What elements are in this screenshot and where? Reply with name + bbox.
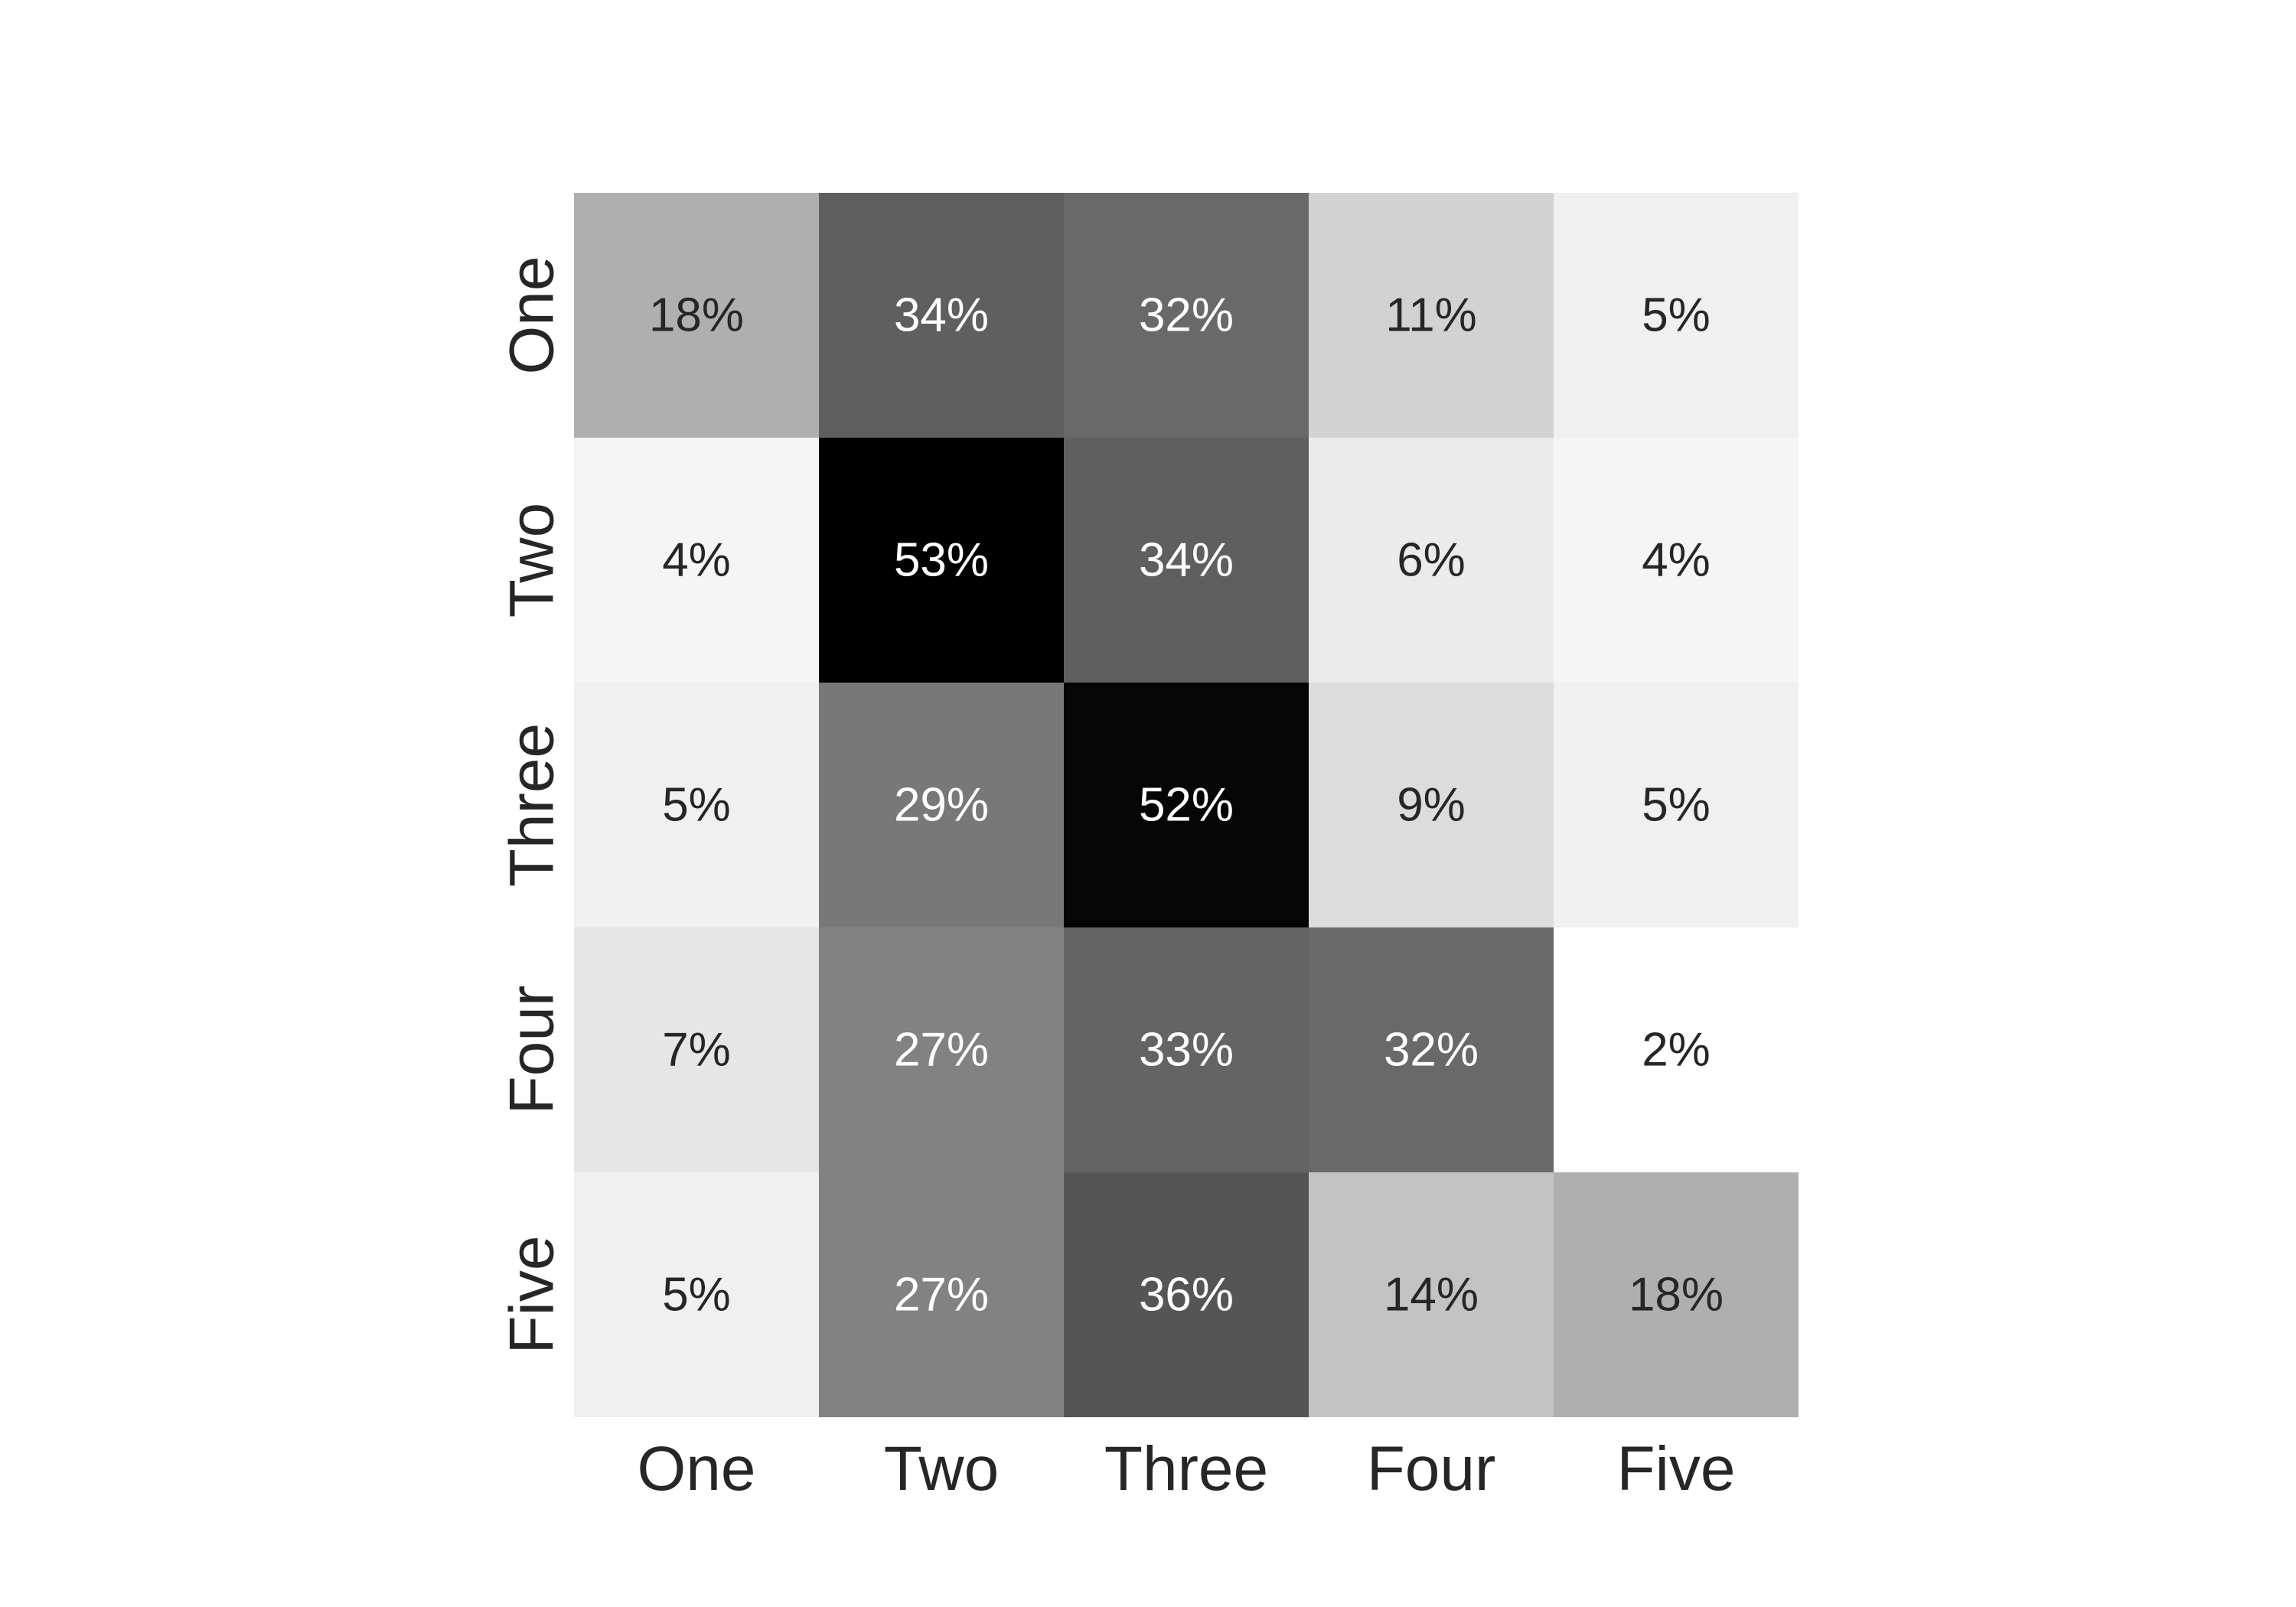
- heatmap-cell-one-three: [1064, 193, 1309, 438]
- cell-value-label: 33%: [1139, 1024, 1234, 1077]
- cell-value-label: 14%: [1384, 1269, 1479, 1322]
- cell-value-label: 32%: [1139, 289, 1234, 342]
- cell-value-label: 5%: [1642, 779, 1711, 832]
- x-axis-tick-labels: One Two Three Four Five: [638, 1434, 1736, 1504]
- heatmap-cell-two-three: [1064, 438, 1309, 683]
- cell-value-label: 7%: [662, 1024, 731, 1077]
- heatmap-cell-five-one: [574, 1172, 819, 1417]
- cell-value-label: 4%: [1642, 534, 1711, 587]
- y-axis-tick-labels: One Two Three Four Five: [497, 256, 567, 1354]
- cell-value-label: 9%: [1397, 779, 1466, 832]
- y-tick-label-four: Four: [497, 986, 567, 1115]
- heatmap-cell-four-four: [1309, 927, 1554, 1172]
- heatmap-cell-three-five: [1554, 683, 1799, 927]
- cell-value-label: 5%: [662, 779, 731, 832]
- cell-value-label: 18%: [1629, 1269, 1724, 1322]
- heatmap-cell-three-three: [1064, 683, 1309, 927]
- heatmap-cell-two-four: [1309, 438, 1554, 683]
- y-tick-label-three: Three: [497, 723, 567, 887]
- heatmap-cell-four-five: [1554, 927, 1799, 1172]
- cell-value-label: 53%: [894, 534, 989, 587]
- heatmap-cell-two-one: [574, 438, 819, 683]
- cell-value-label: 34%: [1139, 534, 1234, 587]
- heatmap-cells: [574, 193, 1799, 1417]
- heatmap-cell-five-four: [1309, 1172, 1554, 1417]
- y-tick-label-five: Five: [497, 1236, 567, 1354]
- cell-value-label: 2%: [1642, 1024, 1711, 1077]
- cell-value-label: 4%: [662, 534, 731, 587]
- heatmap-cell-three-two: [819, 683, 1064, 927]
- cell-value-label: 29%: [894, 779, 989, 832]
- cell-value-label: 18%: [649, 289, 744, 342]
- x-tick-label-five: Five: [1617, 1434, 1736, 1504]
- x-tick-label-one: One: [638, 1434, 756, 1504]
- cell-value-label: 6%: [1397, 534, 1466, 587]
- cell-value-label: 27%: [894, 1024, 989, 1077]
- x-tick-label-two: Two: [884, 1434, 999, 1504]
- cell-value-label: 5%: [1642, 289, 1711, 342]
- heatmap-cell-one-one: [574, 193, 819, 438]
- heatmap-cell-five-three: [1064, 1172, 1309, 1417]
- y-tick-label-one: One: [497, 256, 567, 375]
- heatmap-cell-labels: 18% 34% 32% 11% 5% 4% 53% 34% 6% 4% 5% 29% 52% 9% 5% 7%…: [649, 289, 1724, 1322]
- x-tick-label-three: Three: [1104, 1434, 1268, 1504]
- heatmap-cell-four-one: [574, 927, 819, 1172]
- cell-value-label: 11%: [1385, 289, 1477, 342]
- heatmap-cell-three-four: [1309, 683, 1554, 927]
- cell-value-label: 34%: [894, 289, 989, 342]
- heatmap-cell-four-two: [819, 927, 1064, 1172]
- x-tick-label-four: Four: [1367, 1434, 1496, 1504]
- heatmap-cell-two-five: [1554, 438, 1799, 683]
- heatmap-cell-one-five: [1554, 193, 1799, 438]
- heatmap-cell-four-three: [1064, 927, 1309, 1172]
- heatmap-cell-one-four: [1309, 193, 1554, 438]
- cell-value-label: 27%: [894, 1269, 989, 1322]
- heatmap-cell-three-one: [574, 683, 819, 927]
- heatmap-cell-one-two: [819, 193, 1064, 438]
- heatmap-cell-two-two: [819, 438, 1064, 683]
- cell-value-label: 32%: [1384, 1024, 1479, 1077]
- heatmap-cell-five-two: [819, 1172, 1064, 1417]
- y-tick-label-two: Two: [497, 503, 567, 618]
- cell-value-label: 52%: [1139, 779, 1234, 832]
- cell-value-label: 36%: [1139, 1269, 1234, 1322]
- heatmap-cell-five-five: [1554, 1172, 1799, 1417]
- cell-value-label: 5%: [662, 1269, 731, 1322]
